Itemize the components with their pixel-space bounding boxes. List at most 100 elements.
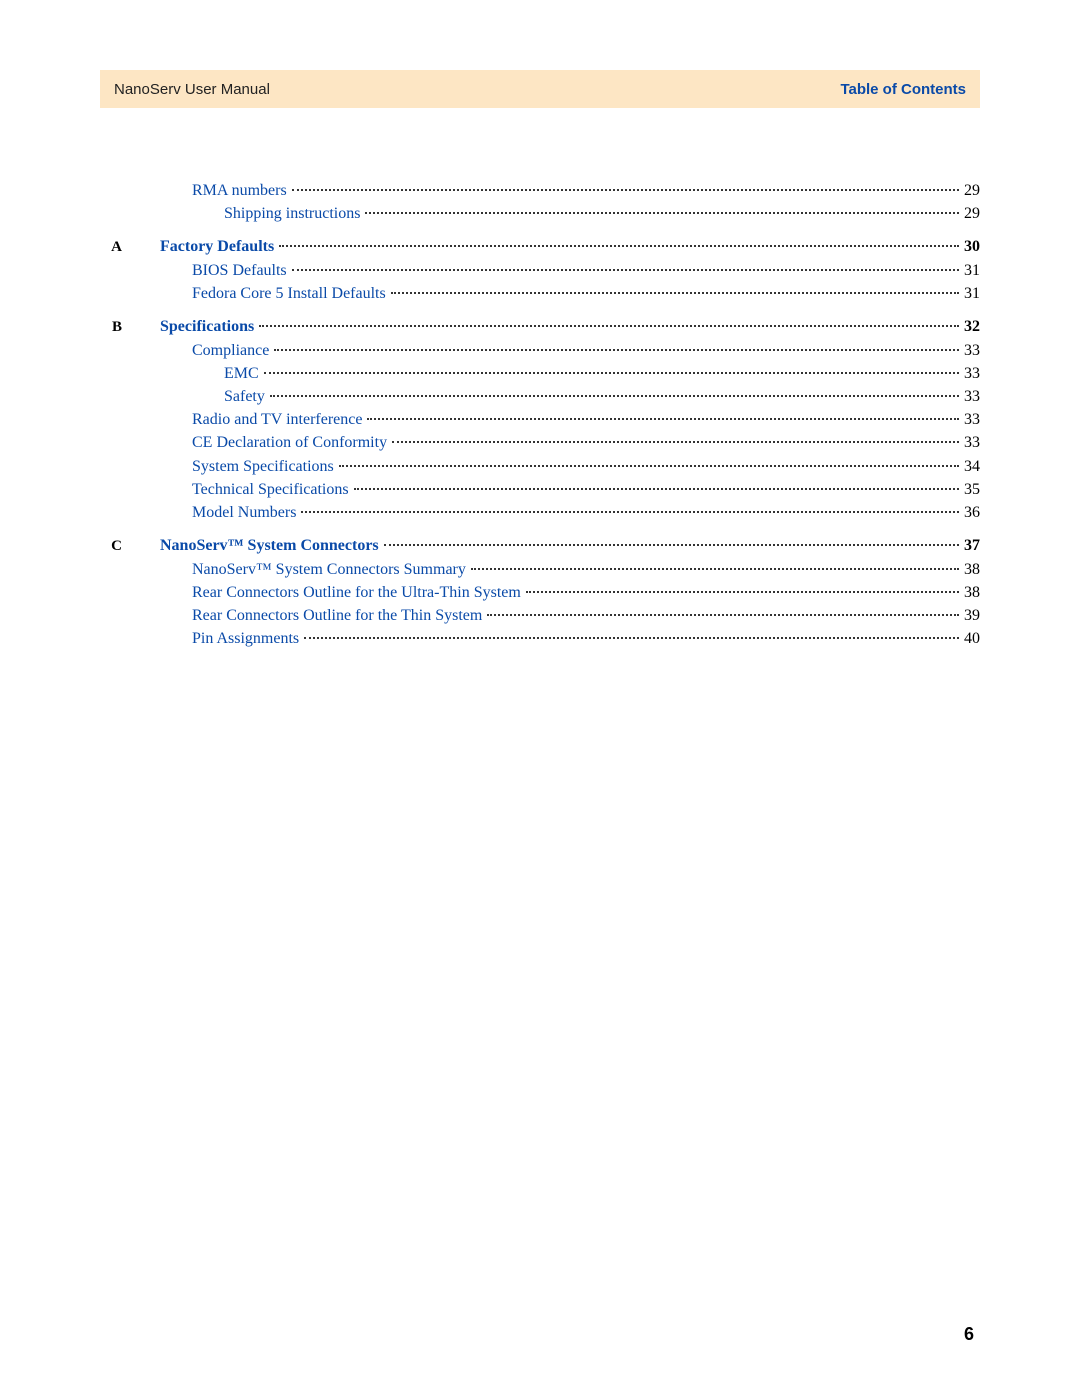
toc-entry-body: Shipping instructions 29 <box>130 203 980 224</box>
toc-label: BIOS Defaults <box>192 260 290 281</box>
toc-row[interactable]: CNanoServ™ System Connectors37 <box>100 535 980 557</box>
toc-entry-body: Rear Connectors Outline for the Thin Sys… <box>130 605 980 626</box>
toc-page-number: 34 <box>961 456 980 477</box>
toc-row[interactable]: Pin Assignments 40 <box>100 628 980 649</box>
toc-leader-dots <box>391 292 959 294</box>
toc-page-number: 38 <box>961 582 980 603</box>
toc-entry-body: Specifications32 <box>130 316 980 337</box>
toc-page-number: 33 <box>961 432 980 453</box>
toc-page-number: 33 <box>961 409 980 430</box>
toc-page-number: 32 <box>961 316 980 337</box>
toc-label: Pin Assignments <box>192 628 302 649</box>
toc-label: Fedora Core 5 Install Defaults <box>192 283 389 304</box>
toc-gap <box>100 525 980 533</box>
toc-leader-dots <box>487 614 959 616</box>
toc-section-marker: C <box>100 537 130 557</box>
toc-gap <box>100 226 980 234</box>
toc-entry-body: Rear Connectors Outline for the Ultra-Th… <box>130 582 980 603</box>
toc-label: Compliance <box>192 340 272 361</box>
toc-row[interactable]: Shipping instructions 29 <box>100 203 980 224</box>
toc-page-number: 33 <box>961 386 980 407</box>
toc-row[interactable]: Radio and TV interference 33 <box>100 409 980 430</box>
toc-label: RMA numbers <box>192 180 290 201</box>
document-page: NanoServ User Manual Table of Contents R… <box>0 0 1080 1397</box>
toc-label: Factory Defaults <box>160 236 277 257</box>
toc-entry-body: Pin Assignments 40 <box>130 628 980 649</box>
toc-entry-body: NanoServ™ System Connectors Summary38 <box>130 559 980 580</box>
toc-leader-dots <box>264 372 959 374</box>
toc-leader-dots <box>301 511 959 513</box>
toc-row[interactable]: Technical Specifications 35 <box>100 479 980 500</box>
toc-section-marker: B <box>100 318 130 338</box>
toc-page-number: 29 <box>961 203 980 224</box>
toc-row[interactable]: CE Declaration of Conformity 33 <box>100 432 980 453</box>
toc-leader-dots <box>259 325 959 327</box>
toc-row[interactable]: RMA numbers 29 <box>100 180 980 201</box>
toc-entry-body: Fedora Core 5 Install Defaults31 <box>130 283 980 304</box>
toc-leader-dots <box>279 245 959 247</box>
toc-label: Shipping instructions <box>224 203 363 224</box>
toc-row[interactable]: Rear Connectors Outline for the Ultra-Th… <box>100 582 980 603</box>
toc-row[interactable]: NanoServ™ System Connectors Summary38 <box>100 559 980 580</box>
toc-gap <box>100 306 980 314</box>
toc-label: Radio and TV interference <box>192 409 365 430</box>
toc-row[interactable]: BIOS Defaults 31 <box>100 260 980 281</box>
toc-row[interactable]: EMC 33 <box>100 363 980 384</box>
toc-leader-dots <box>354 488 959 490</box>
table-of-contents: RMA numbers29Shipping instructions29AFac… <box>100 180 980 649</box>
toc-entry-body: EMC 33 <box>130 363 980 384</box>
toc-page-number: 39 <box>961 605 980 626</box>
toc-page-number: 36 <box>961 502 980 523</box>
toc-leader-dots <box>471 568 959 570</box>
toc-row[interactable]: BSpecifications32 <box>100 316 980 338</box>
toc-page-number: 38 <box>961 559 980 580</box>
toc-label: Rear Connectors Outline for the Ultra-Th… <box>192 582 524 603</box>
toc-leader-dots <box>392 441 959 443</box>
toc-label: Technical Specifications <box>192 479 352 500</box>
toc-leader-dots <box>339 465 959 467</box>
toc-entry-body: BIOS Defaults 31 <box>130 260 980 281</box>
toc-row[interactable]: Model Numbers 36 <box>100 502 980 523</box>
toc-label: System Specifications <box>192 456 337 477</box>
toc-label: CE Declaration of Conformity <box>192 432 390 453</box>
toc-page-number: 40 <box>961 628 980 649</box>
toc-entry-body: NanoServ™ System Connectors37 <box>130 535 980 556</box>
header-right: Table of Contents <box>840 81 966 98</box>
toc-entry-body: System Specifications 34 <box>130 456 980 477</box>
toc-page-number: 31 <box>961 260 980 281</box>
toc-row[interactable]: Fedora Core 5 Install Defaults31 <box>100 283 980 304</box>
toc-row[interactable]: System Specifications 34 <box>100 456 980 477</box>
header-left: NanoServ User Manual <box>114 81 270 98</box>
toc-leader-dots <box>270 395 959 397</box>
toc-page-number: 35 <box>961 479 980 500</box>
toc-row[interactable]: A Factory Defaults 30 <box>100 236 980 258</box>
toc-leader-dots <box>384 544 959 546</box>
toc-entry-body: Safety 33 <box>130 386 980 407</box>
toc-row[interactable]: Safety 33 <box>100 386 980 407</box>
toc-row[interactable]: Rear Connectors Outline for the Thin Sys… <box>100 605 980 626</box>
toc-page-number: 33 <box>961 340 980 361</box>
toc-entry-body: Model Numbers 36 <box>130 502 980 523</box>
toc-leader-dots <box>526 591 959 593</box>
toc-label: Model Numbers <box>192 502 299 523</box>
toc-entry-body: Factory Defaults 30 <box>130 236 980 257</box>
toc-leader-dots <box>274 349 959 351</box>
toc-row[interactable]: Compliance 33 <box>100 340 980 361</box>
toc-entry-body: Compliance 33 <box>130 340 980 361</box>
page-number: 6 <box>964 1324 974 1345</box>
toc-page-number: 37 <box>961 535 980 556</box>
toc-entry-body: Technical Specifications 35 <box>130 479 980 500</box>
toc-page-number: 29 <box>961 180 980 201</box>
toc-label: Safety <box>224 386 268 407</box>
toc-label: Rear Connectors Outline for the Thin Sys… <box>192 605 485 626</box>
toc-leader-dots <box>292 189 959 191</box>
toc-section-marker: A <box>100 238 130 258</box>
toc-leader-dots <box>292 269 959 271</box>
toc-leader-dots <box>367 418 959 420</box>
toc-page-number: 30 <box>961 236 980 257</box>
toc-leader-dots <box>365 212 959 214</box>
toc-page-number: 33 <box>961 363 980 384</box>
toc-label: EMC <box>224 363 262 384</box>
toc-entry-body: Radio and TV interference 33 <box>130 409 980 430</box>
header-band: NanoServ User Manual Table of Contents <box>100 70 980 108</box>
